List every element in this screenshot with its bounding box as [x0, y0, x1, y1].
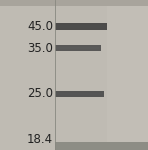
Bar: [56, 93, 102, 95]
Bar: [56, 47, 99, 50]
Text: 35.0: 35.0: [27, 42, 53, 54]
Bar: [55, 45, 101, 51]
Bar: [55, 23, 107, 30]
Bar: [56, 25, 105, 28]
Bar: [55, 91, 104, 97]
Bar: [107, 0, 148, 150]
Text: 45.0: 45.0: [27, 20, 53, 33]
Text: 18.4: 18.4: [27, 133, 53, 146]
Text: 25.0: 25.0: [27, 87, 53, 100]
Bar: [0, 0, 148, 6]
Bar: [55, 142, 148, 150]
